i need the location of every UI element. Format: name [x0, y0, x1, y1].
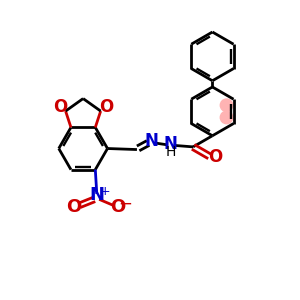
- Circle shape: [220, 111, 233, 124]
- Text: O: O: [67, 198, 82, 216]
- Text: +: +: [99, 185, 110, 198]
- Text: O: O: [53, 98, 68, 116]
- Text: −: −: [119, 195, 133, 213]
- Text: O: O: [110, 198, 125, 216]
- Text: N: N: [164, 135, 178, 153]
- Text: N: N: [90, 187, 105, 205]
- Text: O: O: [99, 98, 113, 116]
- Circle shape: [220, 99, 233, 112]
- Text: H: H: [165, 145, 176, 159]
- Text: N: N: [145, 132, 159, 150]
- Text: O: O: [208, 148, 222, 166]
